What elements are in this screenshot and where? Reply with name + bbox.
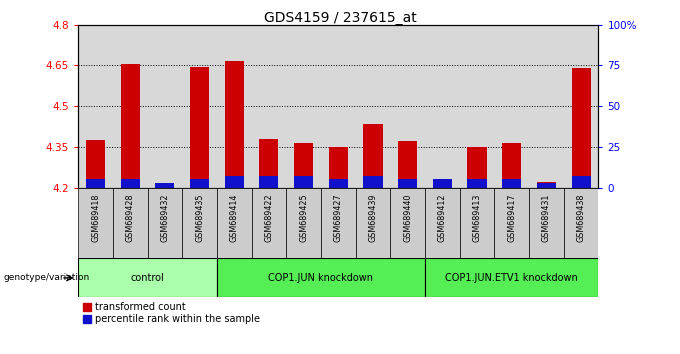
Text: GSM689440: GSM689440	[403, 193, 412, 242]
Bar	[571, 176, 591, 188]
Bar	[398, 142, 418, 188]
Bar	[120, 179, 140, 188]
Bar	[564, 188, 598, 258]
Bar	[425, 258, 598, 297]
Bar	[86, 140, 105, 188]
Bar	[148, 188, 182, 258]
Text: GSM689422: GSM689422	[265, 193, 273, 242]
Bar	[286, 188, 321, 258]
Text: GSM689417: GSM689417	[507, 193, 516, 242]
Bar	[259, 139, 279, 188]
Bar	[78, 258, 217, 297]
Text: GSM689413: GSM689413	[473, 193, 481, 242]
Bar	[363, 176, 383, 188]
Bar	[259, 176, 279, 188]
Bar	[294, 176, 313, 188]
Bar	[363, 124, 383, 188]
Bar	[113, 188, 148, 258]
Bar	[502, 143, 522, 188]
Text: genotype/variation: genotype/variation	[3, 273, 90, 282]
Bar	[390, 188, 425, 258]
Bar	[182, 188, 217, 258]
Text: control: control	[131, 273, 165, 283]
Bar	[155, 183, 175, 188]
Text: GSM689418: GSM689418	[91, 193, 100, 242]
Bar	[252, 188, 286, 258]
Bar	[529, 188, 564, 258]
Text: GSM689432: GSM689432	[160, 193, 169, 242]
Text: GDS4159 / 237615_at: GDS4159 / 237615_at	[264, 11, 416, 25]
Bar	[217, 258, 425, 297]
Bar	[155, 184, 175, 188]
Text: COP1.JUN knockdown: COP1.JUN knockdown	[269, 273, 373, 283]
Bar	[86, 179, 105, 188]
Text: GSM689431: GSM689431	[542, 193, 551, 242]
Bar	[571, 68, 591, 188]
Bar	[321, 188, 356, 258]
Bar	[494, 188, 529, 258]
Text: GSM689428: GSM689428	[126, 193, 135, 242]
Bar	[467, 179, 487, 188]
Text: GSM689427: GSM689427	[334, 193, 343, 242]
Bar	[425, 188, 460, 258]
Bar	[190, 67, 209, 188]
Text: GSM689414: GSM689414	[230, 193, 239, 242]
Bar	[328, 179, 348, 188]
Bar	[78, 188, 113, 258]
Bar	[217, 188, 252, 258]
Bar	[294, 143, 313, 188]
Bar	[432, 179, 452, 188]
Bar	[502, 179, 522, 188]
Bar	[224, 176, 244, 188]
Bar	[224, 62, 244, 188]
Text: COP1.JUN.ETV1 knockdown: COP1.JUN.ETV1 knockdown	[445, 273, 578, 283]
Bar	[120, 64, 140, 188]
Text: GSM689412: GSM689412	[438, 193, 447, 242]
Text: GSM689425: GSM689425	[299, 193, 308, 242]
Bar	[467, 147, 487, 188]
Bar	[328, 147, 348, 188]
Bar	[537, 183, 556, 188]
Bar	[537, 182, 556, 188]
Bar	[432, 181, 452, 188]
Text: GSM689439: GSM689439	[369, 193, 377, 242]
Bar	[460, 188, 494, 258]
Bar	[398, 179, 418, 188]
Text: GSM689438: GSM689438	[577, 193, 585, 242]
Text: GSM689435: GSM689435	[195, 193, 204, 242]
Legend: transformed count, percentile rank within the sample: transformed count, percentile rank withi…	[83, 302, 260, 324]
Bar	[356, 188, 390, 258]
Bar	[190, 179, 209, 188]
